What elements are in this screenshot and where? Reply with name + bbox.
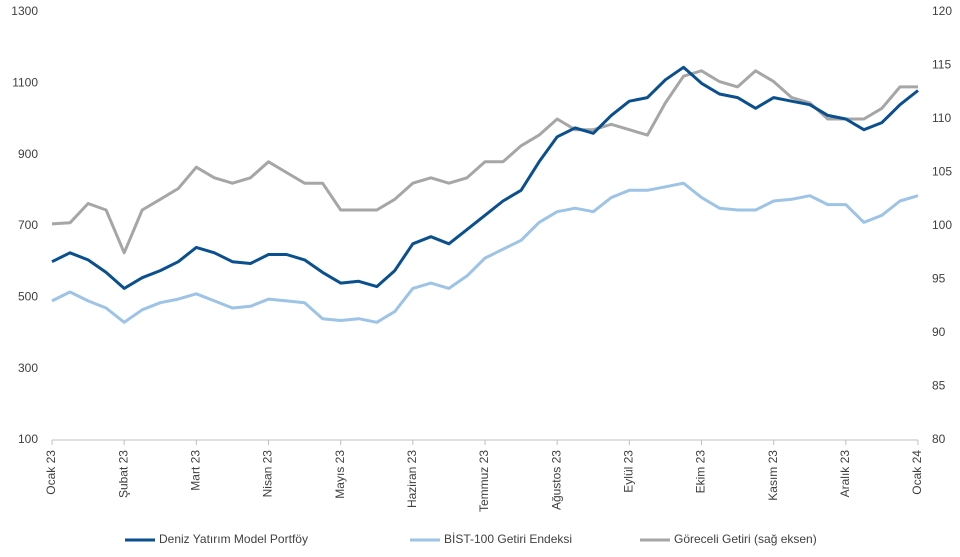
x-tick-label: Eylül 23	[622, 450, 636, 493]
series-line	[51, 181, 919, 324]
x-tick-label: Ocak 24	[910, 450, 924, 495]
y2-tick-label: 95	[932, 272, 946, 286]
x-tick-label: Haziran 23	[405, 450, 419, 508]
y2-tick-label: 120	[932, 4, 952, 18]
x-tick-label: Ocak 23	[44, 450, 58, 495]
series-line	[51, 65, 919, 290]
x-tick-label: Nisan 23	[261, 450, 275, 498]
y2-tick-label: 80	[932, 432, 946, 446]
series-line	[51, 69, 918, 255]
y2-tick-label: 105	[932, 165, 952, 179]
legend-label: Deniz Yatırım Model Portföy	[159, 532, 308, 546]
y-tick-label: 1300	[11, 4, 38, 18]
x-tick-label: Şubat 23	[116, 450, 130, 498]
x-tick-label: Mayıs 23	[333, 450, 347, 499]
y-tick-label: 1100	[12, 76, 38, 90]
x-tick-label: Temmuz 23	[477, 450, 491, 512]
x-tick-label: Ağustos 23	[549, 450, 563, 510]
legend-label: Göreceli Getiri (sağ eksen)	[674, 532, 817, 546]
x-tick-label: Aralık 23	[838, 450, 852, 498]
y-tick-label: 300	[18, 361, 38, 375]
x-tick-label: Ekim 23	[694, 450, 708, 494]
legend-label: BİST-100 Getiri Endeksi	[444, 532, 572, 546]
y-tick-label: 700	[18, 218, 38, 232]
y2-tick-label: 110	[932, 111, 951, 125]
y2-tick-label: 90	[932, 325, 946, 339]
y2-tick-label: 100	[932, 218, 952, 232]
y-tick-label: 100	[18, 432, 38, 446]
y2-tick-label: 115	[932, 58, 951, 72]
x-tick-label: Mart 23	[189, 450, 203, 491]
y2-tick-label: 85	[932, 379, 946, 393]
y-tick-label: 500	[18, 290, 38, 304]
y-tick-label: 900	[18, 147, 38, 161]
x-tick-label: Kasım 23	[766, 450, 780, 501]
